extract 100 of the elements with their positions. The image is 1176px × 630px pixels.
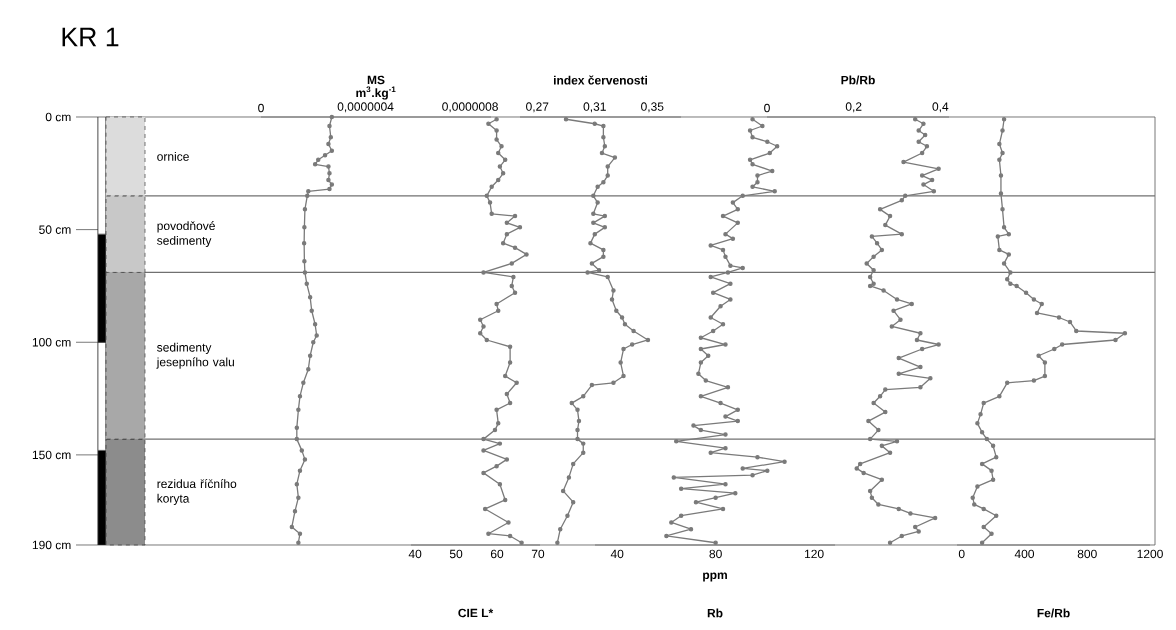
point [975,484,980,489]
point [306,367,311,372]
point [504,231,510,237]
x-tick-label: 0,27 [526,102,549,113]
point [507,533,513,539]
text: m$^{3}$.kg$^{-1}$ [356,86,396,100]
point [296,495,301,500]
point [1008,281,1013,286]
point [502,497,508,503]
point [1031,297,1037,302]
point [990,477,996,482]
point [328,135,334,140]
point [504,391,510,397]
point [1034,310,1040,316]
x-axis-title: Rb [707,608,723,618]
x-tick-label: 60 [490,549,504,559]
point [507,400,513,406]
point [512,290,518,295]
x-tick-label: 0,4 [932,102,949,113]
x-tick-label: 0,31 [583,102,606,113]
point [302,457,308,462]
x-axis-title: CIE L* [458,608,494,618]
point [1042,373,1048,379]
point [997,394,1002,399]
point [487,200,493,205]
point [565,513,570,518]
point [492,427,498,433]
point [993,513,999,518]
x-tick-label: 800 [1077,549,1097,559]
point [575,407,580,413]
point [621,373,626,379]
point [294,481,300,487]
x-axis-title: index červenosti [553,75,647,85]
point [1031,378,1037,383]
point [970,495,975,500]
x-tick-label: 0,0000004 [337,102,394,113]
point [581,441,586,446]
point [494,407,499,413]
point [297,531,303,536]
x-tick-label: 40 [610,549,624,559]
point [477,331,483,336]
point [482,506,488,512]
point [495,421,501,426]
point [575,436,580,442]
point [1023,290,1029,295]
point [1008,270,1013,275]
point [601,247,606,253]
point [297,394,303,399]
point [495,150,501,156]
point [512,245,518,250]
point [602,225,608,230]
text: ppm [703,572,727,582]
point [997,157,1002,163]
point [299,448,305,453]
point [302,258,307,264]
point [575,427,580,433]
point [309,308,314,313]
point [329,114,335,120]
x-tick-label: 70 [531,549,545,559]
point [489,184,494,190]
point [619,315,625,320]
point [602,213,608,219]
point [1074,328,1079,334]
point [645,337,651,343]
point [326,141,331,147]
x-tick-label: 0 [764,103,770,113]
point [570,499,576,505]
point [504,220,510,226]
point [972,502,977,507]
point [519,540,524,545]
point [294,436,300,442]
point [289,524,295,530]
point [314,333,319,338]
point [609,297,615,302]
point [979,430,985,435]
point [614,308,619,313]
point [1001,225,1007,230]
point [486,121,491,126]
point [989,531,994,536]
point [979,540,985,545]
point [984,436,990,442]
point [998,191,1004,196]
point [1122,331,1128,336]
point [555,540,560,545]
x-tick-label: 80 [709,549,722,559]
point [311,340,316,345]
point [1042,360,1048,365]
point [631,328,636,334]
point [560,488,566,494]
point [495,308,501,313]
point [497,164,503,169]
point [329,148,335,154]
point [322,153,328,158]
chart-title: KR 1 [62,27,119,47]
point [595,184,600,190]
point [304,281,309,286]
point [486,531,491,536]
point [981,506,986,512]
point [566,475,572,480]
point [495,177,501,183]
